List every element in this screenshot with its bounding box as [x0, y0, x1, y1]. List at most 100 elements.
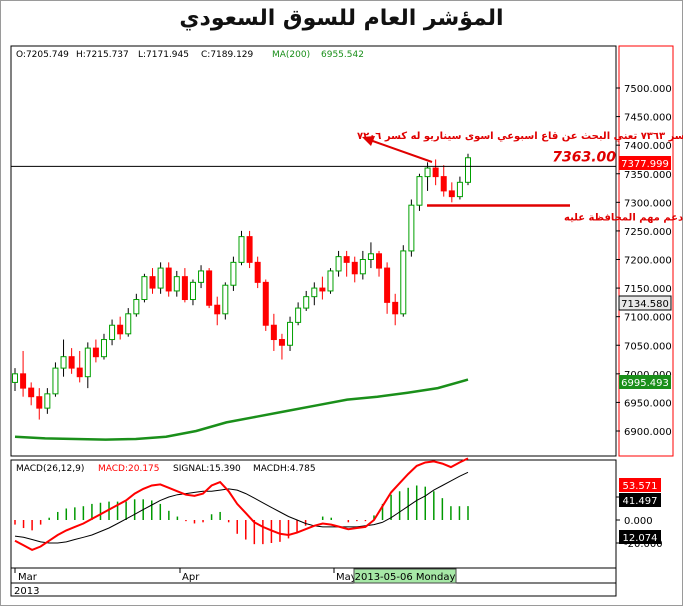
last-price-value: 7377.999 — [621, 159, 669, 170]
candle — [303, 296, 310, 309]
candle — [60, 356, 67, 369]
ma-price-value: 6995.493 — [621, 378, 669, 389]
price-tick-label: 7300.000 — [624, 198, 672, 209]
candle — [384, 267, 391, 303]
candle — [440, 176, 447, 192]
price-tick-label: 7450.000 — [624, 113, 672, 124]
macdh-value: MACDH:4.785 — [253, 464, 316, 474]
price-axis-highlight — [618, 45, 674, 457]
candle — [125, 313, 132, 335]
candle — [295, 307, 302, 323]
candle — [262, 281, 269, 326]
ohlc-high: H:7215.737 — [76, 50, 129, 60]
candle — [456, 181, 463, 198]
candle — [432, 167, 439, 178]
candle — [76, 367, 83, 378]
top-annotation: كسر ٧٣٦٣ تعني البحث عن قاع اسبوعي اسوى س… — [357, 131, 683, 142]
candle — [319, 287, 326, 292]
candle — [149, 276, 156, 289]
signal-line — [14, 471, 469, 544]
crosshair-price-value: 7134.580 — [621, 299, 669, 310]
candle — [198, 270, 205, 283]
candle — [270, 324, 277, 341]
candle — [165, 267, 172, 292]
price-tick-label: 6900.000 — [624, 427, 672, 438]
signal-box-value: 41.497 — [623, 496, 658, 507]
candle — [278, 339, 285, 346]
candle — [287, 321, 294, 346]
ma-label: MA(200) — [272, 50, 310, 60]
x-month-may: May — [336, 572, 357, 583]
price-tick-label: 7500.000 — [624, 84, 672, 95]
candle — [465, 157, 471, 183]
candle — [400, 250, 407, 315]
x-axis-strip — [10, 567, 617, 597]
candle — [367, 253, 374, 261]
macd-box-value: 53.571 — [623, 481, 658, 492]
macd-panel[interactable] — [10, 459, 617, 569]
signal-box — [619, 493, 661, 507]
macd-line — [14, 457, 469, 552]
macd-tick-label: -20.000 — [624, 539, 663, 550]
candle — [44, 393, 51, 409]
candle — [206, 270, 213, 306]
price-tick-label: 7250.000 — [624, 227, 672, 238]
candle — [254, 261, 261, 283]
candle — [100, 339, 107, 358]
x-month-apr: Apr — [182, 572, 200, 583]
last-price-box — [619, 156, 671, 170]
price-tick-label: 7050.000 — [624, 341, 672, 352]
candle — [408, 204, 415, 252]
candle — [141, 276, 148, 301]
annotation-arrow — [369, 139, 433, 163]
candle — [335, 256, 342, 272]
ohlc-close: C:7189.129 — [201, 50, 254, 60]
ohlc-low: L:7171.945 — [138, 50, 189, 60]
hist-box — [619, 530, 661, 544]
candle — [133, 299, 140, 315]
price-panel[interactable] — [10, 45, 617, 457]
price-tick-label: 7100.000 — [624, 313, 672, 324]
hist-box-value: 12.074 — [623, 533, 658, 544]
candle — [351, 261, 358, 275]
ohlc-open: O:7205.749 — [16, 50, 69, 60]
chart-title: المؤشر العام للسوق السعودي — [179, 6, 504, 31]
candle — [189, 281, 196, 301]
candle — [327, 270, 334, 292]
crosshair-price-box — [618, 295, 672, 311]
x-month-mar: Mar — [18, 572, 38, 583]
price-tick-label: 7400.000 — [624, 141, 672, 152]
macd-value: MACD:20.175 — [98, 464, 160, 474]
candle — [376, 253, 383, 269]
x-year: 2013 — [14, 586, 39, 597]
support-annotation: ٧٢٩٨ دعم مهم المحافظة عليه — [564, 212, 683, 223]
candle — [20, 373, 27, 389]
candle — [222, 284, 229, 315]
annotation-arrowhead — [362, 136, 375, 146]
candle — [238, 236, 245, 263]
candle — [109, 324, 116, 341]
candle — [424, 167, 431, 178]
macd-tick-label: 0.000 — [624, 516, 653, 527]
candle — [246, 236, 253, 263]
price-tick-label: 7200.000 — [624, 256, 672, 267]
candle — [157, 267, 164, 289]
macd-label: MACD(26,12,9) — [16, 464, 84, 474]
candle — [92, 347, 99, 358]
price-tick-label: 6950.000 — [624, 398, 672, 409]
candle — [311, 287, 318, 298]
candle — [28, 387, 35, 398]
ma-line — [14, 378, 469, 441]
ma-price-box — [619, 375, 671, 389]
candle — [117, 324, 124, 335]
cursor-date: 2013-05-06 Monday — [355, 572, 456, 583]
price-tick-label: 7350.000 — [624, 170, 672, 181]
candle — [214, 304, 221, 315]
level-label: 7363.00 — [552, 149, 616, 165]
candle — [181, 276, 188, 301]
candle — [392, 301, 399, 315]
macd-box — [619, 478, 661, 492]
candle — [84, 347, 91, 378]
cursor-date-box — [353, 568, 457, 584]
